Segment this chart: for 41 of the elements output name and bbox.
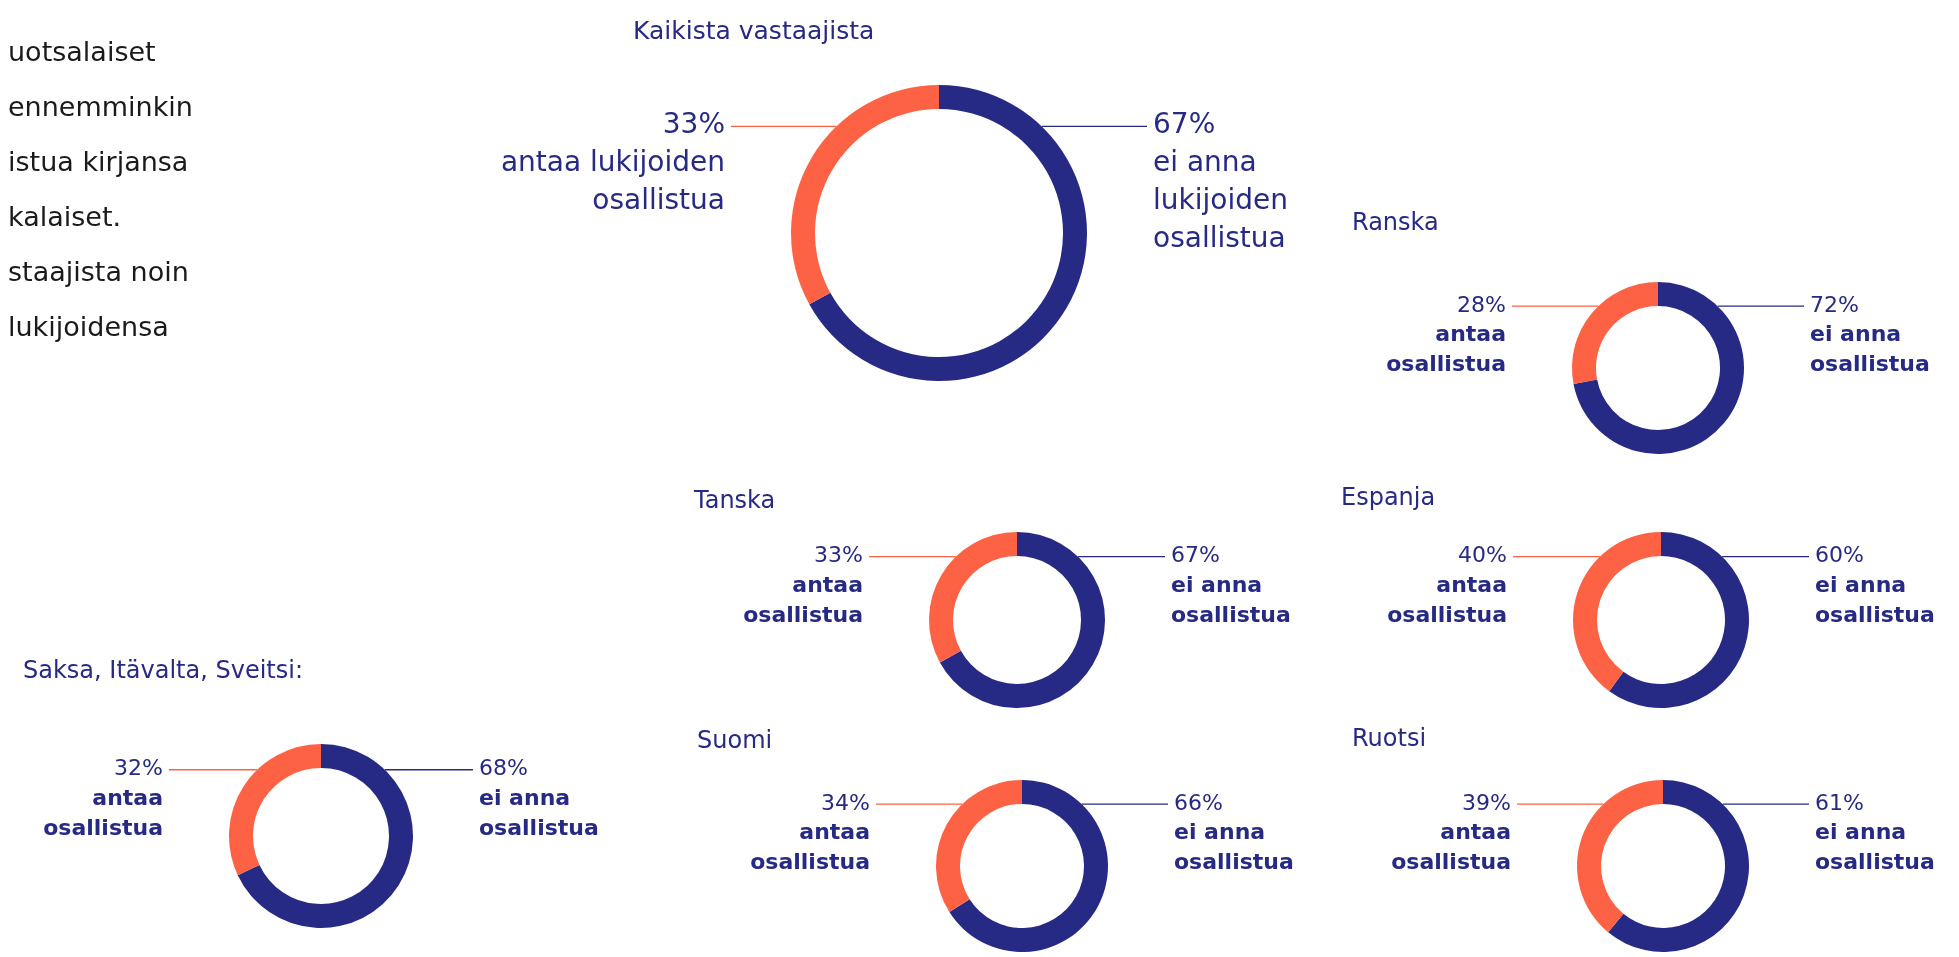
- chart-title: Espanja: [1341, 483, 1436, 511]
- data-label: 67%: [1171, 541, 1221, 570]
- slice-label: ei anna lukijoiden osallistua: [1153, 144, 1289, 256]
- data-label: 33%: [661, 106, 725, 143]
- slice-label: antaa osallistua: [742, 570, 863, 629]
- slice-label: ei anna osallistua: [1815, 570, 1936, 629]
- data-label: 66%: [1174, 788, 1224, 817]
- text: uotsalaiset: [8, 36, 156, 67]
- data-label: 39%: [1461, 788, 1511, 817]
- chart-title: Kaikista vastaajista: [633, 16, 875, 45]
- chart-title: Suomi: [697, 726, 773, 754]
- slice-label: ei anna osallistua: [1174, 818, 1295, 876]
- slice-label: ei anna osallistua: [1171, 570, 1292, 629]
- slice-label: ei anna osallistua: [479, 783, 600, 842]
- data-label: 67%: [1153, 106, 1217, 143]
- data-label: 72%: [1810, 290, 1860, 319]
- data-label: 32%: [113, 754, 163, 783]
- slice-label: ei anna osallistua: [1815, 818, 1936, 876]
- data-label: 34%: [820, 788, 870, 817]
- slice-label: antaa lukijoiden osallistua: [499, 144, 725, 219]
- data-label: 61%: [1815, 788, 1865, 817]
- text: kalaiset.: [8, 201, 122, 232]
- text: staajista noin: [8, 256, 189, 287]
- data-label: 60%: [1815, 541, 1865, 570]
- data-label: 33%: [813, 541, 863, 570]
- slice-label: antaa osallistua: [42, 783, 163, 842]
- text: istua kirjansa: [8, 146, 189, 177]
- text: lukijoidensa: [8, 311, 169, 342]
- chart-title: Ranska: [1352, 208, 1439, 236]
- chart-title: Tanska: [694, 486, 776, 514]
- slice-label: antaa osallistua: [1386, 570, 1507, 629]
- chart-title: Saksa, Itävalta, Sveitsi:: [23, 656, 303, 684]
- chart-title: Ruotsi: [1352, 724, 1427, 752]
- slice-label: antaa osallistua: [1385, 320, 1506, 378]
- data-label: 28%: [1456, 290, 1506, 319]
- data-label: 40%: [1457, 541, 1507, 570]
- slice-label: antaa osallistua: [749, 818, 870, 876]
- slice-label: ei anna osallistua: [1810, 320, 1931, 378]
- slice-label: antaa osallistua: [1390, 818, 1511, 876]
- data-label: 68%: [479, 754, 529, 783]
- text: ennemminkin: [8, 91, 193, 122]
